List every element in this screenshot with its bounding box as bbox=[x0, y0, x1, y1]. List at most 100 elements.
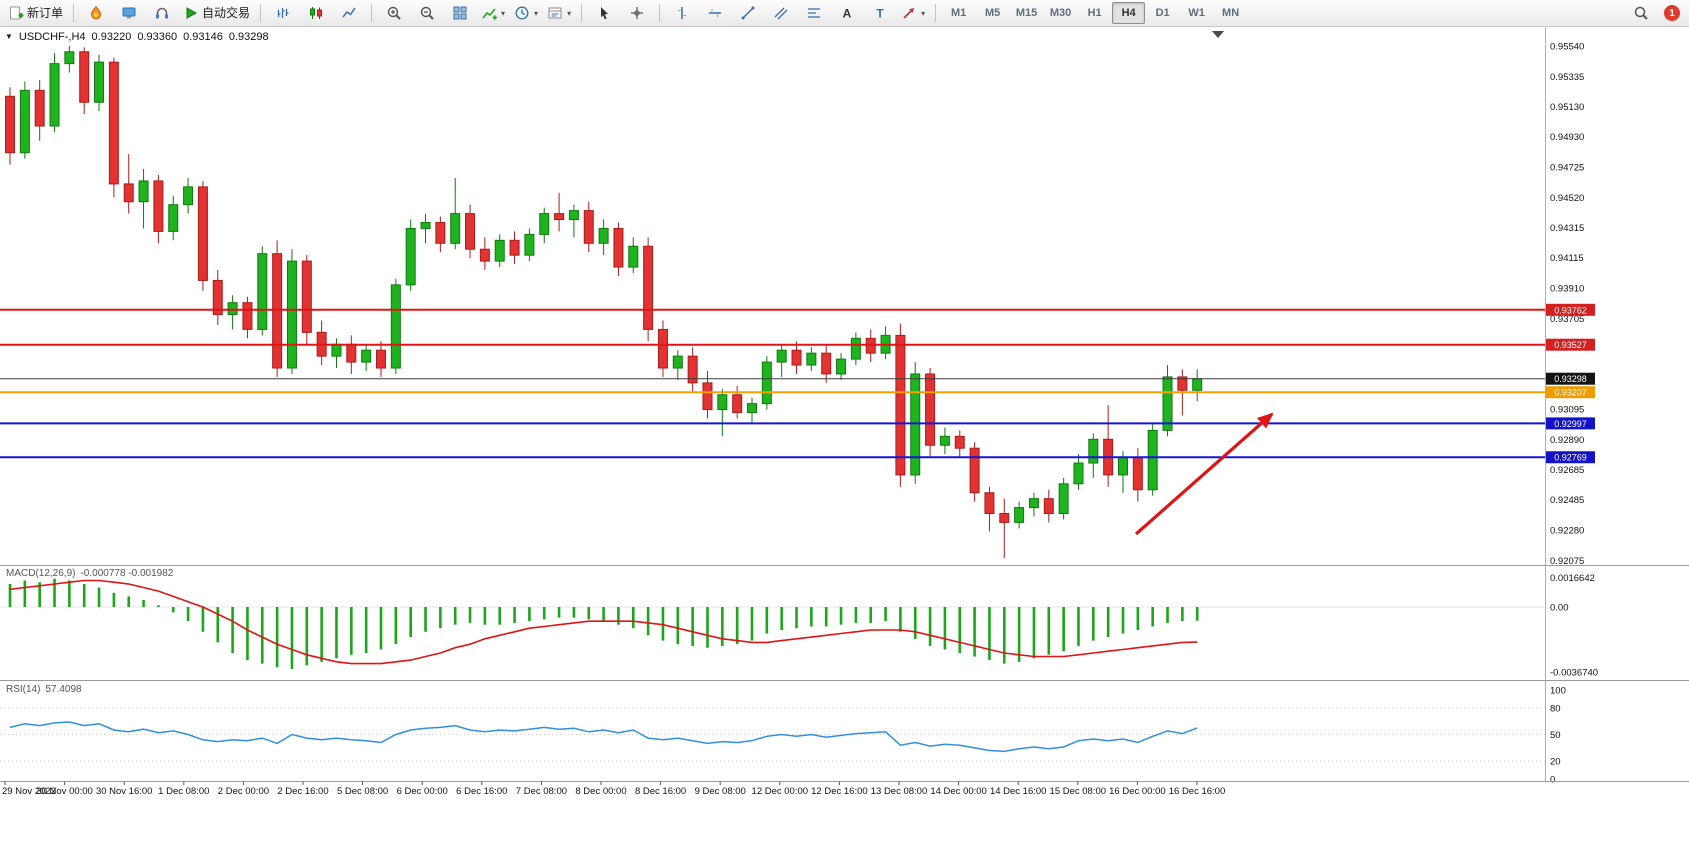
candle-body bbox=[554, 213, 565, 221]
candle-body bbox=[1118, 456, 1128, 476]
time-tick-label: 15 Dec 08:00 bbox=[1050, 786, 1107, 797]
candle-body bbox=[598, 227, 609, 244]
candle-body bbox=[1073, 462, 1084, 485]
search-icon bbox=[1633, 5, 1649, 21]
candle-body bbox=[539, 213, 550, 235]
chevron-down-icon[interactable]: ▾ bbox=[534, 8, 539, 18]
candle-body bbox=[450, 213, 461, 244]
charts-button[interactable] bbox=[113, 1, 145, 25]
fibo-icon bbox=[806, 5, 822, 21]
candle-body bbox=[242, 302, 253, 330]
rsi-panel[interactable]: 100 80 50 20 0 bbox=[0, 686, 1566, 786]
price-axis[interactable]: 0.95540 0.95335 0.95130 0.94930 0.94725 0.945… bbox=[1545, 27, 1596, 781]
chevron-down-icon[interactable]: ▾ bbox=[567, 8, 572, 18]
timeframe-d1[interactable]: D1 bbox=[1155, 7, 1170, 19]
alerts-button[interactable] bbox=[146, 1, 178, 25]
equidistant-channel-button[interactable] bbox=[765, 1, 797, 25]
candle-body bbox=[732, 394, 743, 414]
vline-icon bbox=[674, 5, 690, 21]
trendline-button[interactable] bbox=[732, 1, 764, 25]
candle-body bbox=[583, 210, 594, 244]
template-icon bbox=[547, 5, 563, 21]
text-button[interactable]: A bbox=[831, 1, 863, 25]
templates-button[interactable]: ▾ bbox=[543, 1, 575, 25]
macd-signal-line bbox=[9, 579, 1198, 665]
fibonacci-button[interactable] bbox=[798, 1, 830, 25]
candle-body bbox=[895, 334, 906, 476]
periods-button[interactable]: ▾ bbox=[510, 1, 542, 25]
timeframe-w1[interactable]: W1 bbox=[1188, 7, 1205, 19]
toolbar-separator bbox=[73, 4, 75, 22]
timeframe-mn[interactable]: MN bbox=[1222, 7, 1240, 19]
candle-body bbox=[94, 61, 105, 103]
price-line-label-box bbox=[1546, 372, 1595, 385]
cursor-button[interactable] bbox=[588, 1, 620, 25]
candlestick-chart-button[interactable] bbox=[300, 1, 332, 25]
chart-header: ▼ USDCHF-,H4 0.93220 0.93360 0.93146 0.9… bbox=[5, 31, 269, 43]
tile-icon bbox=[452, 5, 468, 21]
bar-chart-button[interactable] bbox=[267, 1, 299, 25]
candles-layer bbox=[5, 45, 1203, 559]
label-button[interactable]: T bbox=[864, 1, 896, 25]
horizontal-line-button[interactable] bbox=[699, 1, 731, 25]
candle-body bbox=[79, 51, 90, 103]
chevron-down-icon[interactable]: ▾ bbox=[501, 8, 506, 18]
candle-body bbox=[702, 382, 713, 411]
trend-arrow-annotation[interactable] bbox=[1134, 412, 1274, 536]
timeframe-h1[interactable]: H1 bbox=[1087, 7, 1102, 19]
time-tick-label: 1 Dec 08:00 bbox=[158, 786, 209, 797]
price-line-label-box bbox=[1546, 338, 1595, 351]
candle-body bbox=[717, 394, 728, 411]
svg-text:T: T bbox=[876, 7, 884, 21]
timeframe-h4[interactable]: H4 bbox=[1112, 2, 1146, 24]
one-click-trading-toggle-icon[interactable]: ▼ bbox=[5, 32, 13, 41]
candle-body bbox=[301, 260, 312, 333]
monitor-icon bbox=[121, 5, 137, 21]
autotrading-button[interactable]: 自动交易 bbox=[179, 1, 254, 25]
candle-body bbox=[643, 245, 654, 330]
toolbar-right: 1 bbox=[1625, 1, 1685, 25]
chevron-down-icon[interactable]: ▾ bbox=[921, 8, 926, 18]
notifications-badge[interactable]: 1 bbox=[1664, 5, 1680, 21]
timeframe-m30[interactable]: M30 bbox=[1049, 7, 1072, 19]
indicators-button[interactable]: ▾ bbox=[477, 1, 509, 25]
toolbar-separator bbox=[371, 4, 373, 22]
new-order-button[interactable]: 新订单 bbox=[4, 1, 67, 25]
arrowtool-icon bbox=[901, 5, 917, 21]
candle-body bbox=[138, 180, 149, 203]
linechart-icon bbox=[341, 5, 357, 21]
market-watch-button[interactable] bbox=[80, 1, 112, 25]
tile-windows-button[interactable] bbox=[444, 1, 476, 25]
cursor-icon bbox=[596, 5, 612, 21]
crosshair-button[interactable] bbox=[621, 1, 653, 25]
price-line-label-box bbox=[1546, 386, 1595, 399]
macd-scale-label: -0.0036740 bbox=[1550, 668, 1598, 679]
candle-body bbox=[494, 239, 505, 262]
price-tick-label: 0.92280 bbox=[1550, 525, 1584, 536]
play-icon bbox=[183, 5, 199, 21]
time-tick-label: 16 Dec 16:00 bbox=[1169, 786, 1226, 797]
toolbar-separator bbox=[260, 4, 262, 22]
price-line-label: 0.93298 bbox=[1554, 374, 1587, 384]
candle-body bbox=[331, 343, 342, 357]
zoom-in-button[interactable] bbox=[378, 1, 410, 25]
search-button[interactable] bbox=[1625, 1, 1657, 25]
line-chart-button[interactable] bbox=[333, 1, 365, 25]
price-tick-label: 0.94520 bbox=[1550, 193, 1584, 204]
timeframe-m1[interactable]: M1 bbox=[950, 7, 967, 19]
chart-shift-marker[interactable] bbox=[1212, 31, 1224, 38]
headset-icon bbox=[154, 5, 170, 21]
vertical-line-button[interactable] bbox=[666, 1, 698, 25]
zoom-in-icon bbox=[386, 5, 402, 21]
chart-plot-area[interactable] bbox=[0, 28, 1545, 781]
arrows-button[interactable]: ▾ bbox=[897, 1, 929, 25]
timeframe-m15[interactable]: M15 bbox=[1015, 7, 1038, 19]
price-tick-label: 0.95540 bbox=[1550, 41, 1584, 52]
macd-name: MACD(12,26,9) bbox=[6, 568, 76, 579]
zoom-out-button[interactable] bbox=[411, 1, 443, 25]
timeframe-m5[interactable]: M5 bbox=[984, 7, 1001, 19]
ohlc-open: 0.93220 bbox=[91, 31, 132, 43]
candle-body bbox=[954, 435, 965, 449]
macd-panel[interactable]: 0.0016642 0.00 -0.0036740 bbox=[0, 573, 1598, 679]
